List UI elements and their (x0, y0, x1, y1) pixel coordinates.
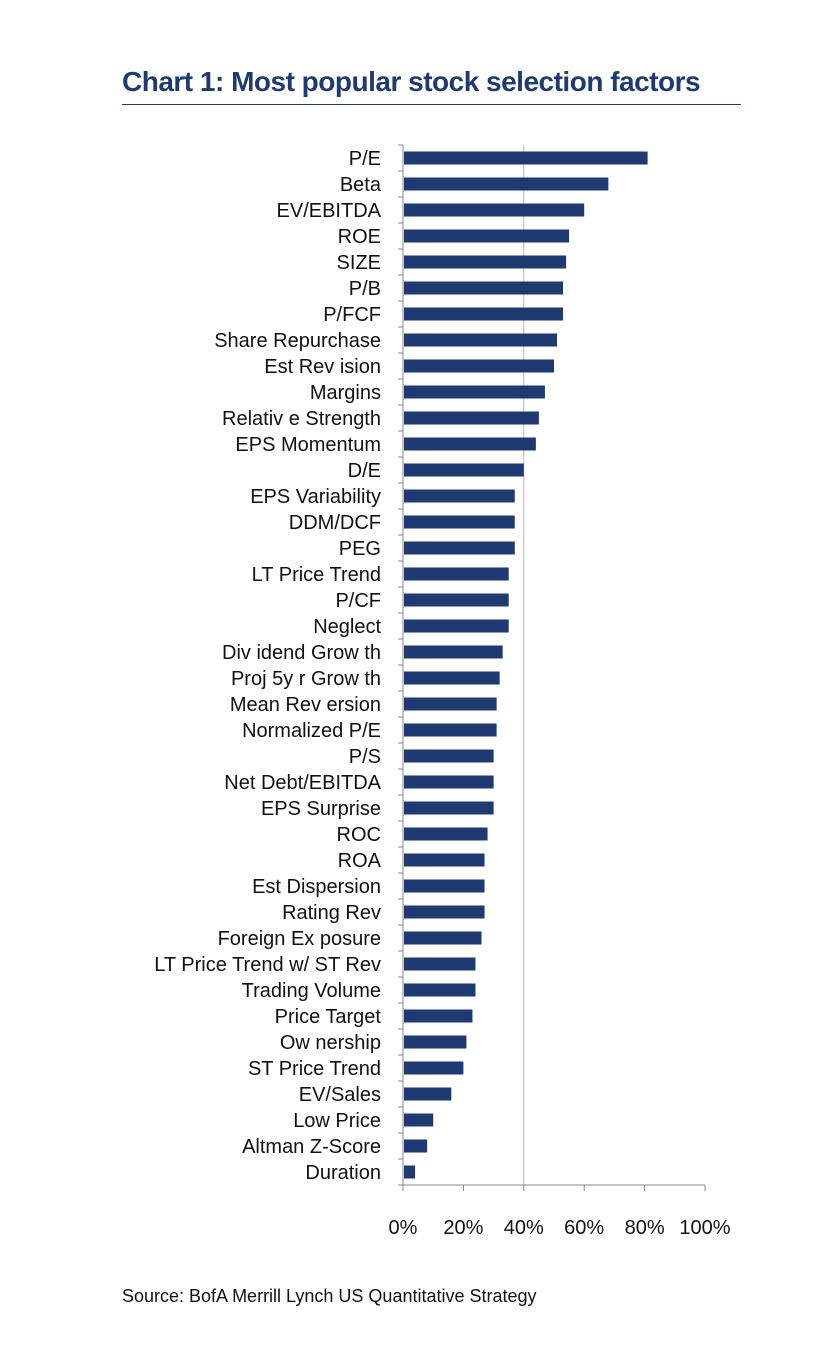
category-label: Beta (340, 174, 382, 196)
x-tick-labels: 0% 20% 40% 60% 80% 100% (389, 1217, 731, 1239)
bar (404, 255, 567, 269)
bar (404, 359, 554, 373)
category-label: EV/Sales (299, 1084, 381, 1106)
bar (404, 333, 558, 347)
bar (404, 229, 570, 243)
bar (404, 281, 564, 295)
category-label: DDM/DCF (289, 512, 381, 534)
bar (404, 801, 494, 815)
category-label: Ow nership (280, 1032, 381, 1054)
category-label: P/CF (335, 590, 381, 612)
bar (404, 515, 515, 529)
category-label: ROA (338, 850, 382, 872)
category-label: LT Price Trend w/ ST Rev (154, 954, 381, 976)
category-label: Normalized P/E (242, 720, 381, 742)
category-label: Est Rev ision (264, 356, 381, 378)
bar (404, 983, 476, 997)
axes (398, 144, 706, 1191)
category-label: Est Dispersion (252, 876, 381, 898)
x-tick-label: 0% (389, 1217, 418, 1239)
category-labels: P/E Beta EV/EBITDA ROE SIZE P/B P/FCF Share Rep… (154, 148, 382, 1184)
category-label: Foreign Ex posure (218, 928, 381, 950)
bar (404, 541, 515, 555)
category-label: Neglect (313, 616, 381, 638)
bar (404, 619, 509, 633)
category-label: ST Price Trend (248, 1058, 381, 1080)
bar (404, 307, 564, 321)
category-label: Duration (305, 1162, 381, 1184)
bar (404, 437, 536, 451)
bar (404, 489, 515, 503)
category-label: PEG (339, 538, 381, 560)
category-label: P/S (349, 746, 381, 768)
bar (404, 1061, 464, 1075)
category-label: Mean Rev ersion (230, 694, 381, 716)
category-label: D/E (348, 460, 381, 482)
source-note: Source: BofA Merrill Lynch US Quantitati… (122, 1286, 537, 1306)
chart-title: Chart 1: Most popular stock selection fa… (122, 66, 701, 97)
bar (404, 827, 488, 841)
bar (404, 1035, 467, 1049)
bar (404, 385, 545, 399)
category-label: SIZE (337, 252, 381, 274)
x-tick-label: 20% (443, 1217, 483, 1239)
category-label: Relativ e Strength (222, 408, 381, 430)
category-label: Net Debt/EBITDA (224, 772, 381, 794)
category-label: Div idend Grow th (222, 642, 381, 664)
bar (404, 723, 497, 737)
category-label: P/E (349, 148, 381, 170)
bar (404, 203, 585, 217)
bar (404, 1009, 473, 1023)
bar (404, 879, 485, 893)
x-tick-label: 100% (679, 1217, 730, 1239)
category-label: ROC (337, 824, 381, 846)
category-label: Margins (310, 382, 381, 404)
bar (404, 463, 524, 477)
category-label: Price Target (275, 1006, 382, 1028)
x-tick-label: 80% (625, 1217, 665, 1239)
title-rule (122, 104, 741, 105)
bar (404, 593, 509, 607)
bar (404, 749, 494, 763)
bars (404, 151, 648, 1179)
bar (404, 645, 503, 659)
bar (404, 1165, 416, 1179)
bar (404, 905, 485, 919)
bar (404, 1087, 452, 1101)
category-label: EPS Surprise (261, 798, 381, 820)
x-tick-label: 60% (564, 1217, 604, 1239)
bar (404, 671, 500, 685)
category-label: P/B (349, 278, 381, 300)
bar (404, 957, 476, 971)
category-label: Trading Volume (242, 980, 381, 1002)
category-label: EV/EBITDA (277, 200, 382, 222)
bar (404, 931, 482, 945)
category-label: Proj 5y r Grow th (231, 668, 381, 690)
category-label: Rating Rev (282, 902, 381, 924)
category-label: P/FCF (323, 304, 381, 326)
category-label: EPS Variability (250, 486, 381, 508)
bar (404, 177, 609, 191)
bar (404, 1113, 434, 1127)
bar (404, 697, 497, 711)
category-label: EPS Momentum (235, 434, 381, 456)
category-label: ROE (338, 226, 381, 248)
category-label: Share Repurchase (214, 330, 381, 352)
bar (404, 775, 494, 789)
category-label: LT Price Trend (252, 564, 381, 586)
category-label: Low Price (293, 1110, 381, 1132)
bar (404, 853, 485, 867)
bar (404, 411, 539, 425)
x-tick-label: 40% (504, 1217, 544, 1239)
category-label: Altman Z-Score (242, 1136, 381, 1158)
bar (404, 567, 509, 581)
bar (404, 151, 648, 165)
bar (404, 1139, 428, 1153)
